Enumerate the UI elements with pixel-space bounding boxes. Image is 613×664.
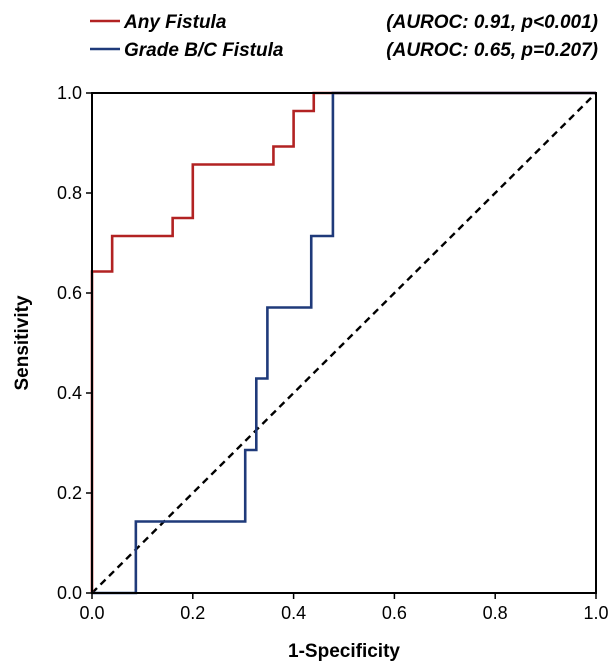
y-tick-label: 0.6 (57, 283, 82, 303)
x-tick-label: 0.0 (79, 603, 104, 623)
x-tick-label: 0.8 (483, 603, 508, 623)
plot-area (90, 91, 597, 595)
x-tick-label: 0.4 (281, 603, 306, 623)
x-tick-label: 0.2 (180, 603, 205, 623)
axes: 0.0 0.2 0.4 0.6 0.8 1.0 0.0 0.2 0.4 0.6 0.8 1.0 1-Sp… (12, 83, 609, 662)
legend-stats-any-fistula: (AUROC: 0.91, p<0.001) (386, 12, 598, 33)
y-tick-label: 0.0 (57, 583, 82, 603)
series-line-grade-bc-fistula (92, 91, 596, 595)
legend-label-any-fistula: Any Fistula (123, 12, 227, 33)
y-tick-label: 0.8 (57, 183, 82, 203)
legend-label-grade-bc-fistula: Grade B/C Fistula (124, 40, 284, 61)
x-tick-label: 0.6 (382, 603, 407, 623)
reference-diagonal-line (91, 92, 597, 594)
legend: Any Fistula (AUROC: 0.91, p<0.001) Grade B… (90, 12, 598, 61)
y-tick-label: 0.4 (57, 383, 82, 403)
series-line-any-fistula (90, 91, 596, 593)
plot-frame (91, 92, 597, 594)
x-tick-label: 1.0 (583, 603, 608, 623)
x-axis-label: 1-Specificity (288, 641, 400, 662)
y-tick-label: 0.2 (57, 483, 82, 503)
y-axis-label: Sensitivity (12, 295, 33, 390)
y-tick-label: 1.0 (57, 83, 82, 103)
legend-stats-grade-bc-fistula: (AUROC: 0.65, p=0.207) (386, 40, 598, 61)
